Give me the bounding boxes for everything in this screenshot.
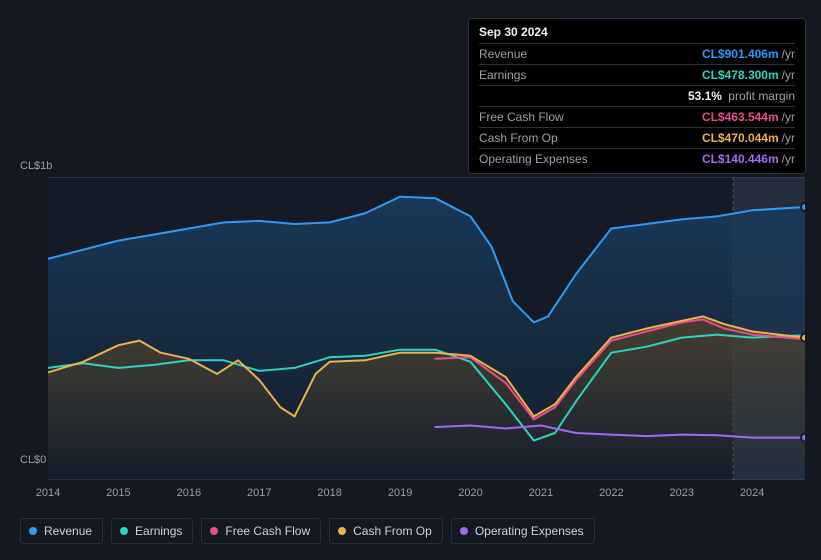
y-axis-top-label: CL$1b	[20, 160, 52, 172]
tooltip-date: Sep 30 2024	[479, 25, 795, 43]
legend-dot-icon	[210, 527, 218, 535]
legend-dot-icon	[29, 527, 37, 535]
x-tick: 2022	[599, 487, 623, 499]
tooltip-metric-unit: /yr	[782, 68, 795, 82]
legend-label: Earnings	[135, 524, 182, 538]
tooltip-row: Operating Expenses CL$140.446m/yr	[479, 148, 795, 169]
legend-label: Revenue	[44, 524, 92, 538]
tooltip-metric-value: CL$463.544m	[702, 110, 779, 124]
x-tick: 2023	[670, 487, 694, 499]
tooltip-metric-label: Cash From Op	[479, 131, 558, 145]
y-axis-bottom-label: CL$0	[20, 454, 46, 466]
tooltip-metric-label: Revenue	[479, 47, 527, 61]
tooltip-metric-value: CL$901.406m	[702, 47, 779, 61]
x-tick: 2020	[458, 487, 482, 499]
chart-tooltip: Sep 30 2024 RevenueCL$901.406m/yrEarning…	[468, 18, 806, 174]
legend-item-earnings[interactable]: Earnings	[111, 518, 193, 544]
x-tick: 2017	[247, 487, 271, 499]
x-tick: 2018	[317, 487, 341, 499]
tooltip-metric-label: Earnings	[479, 68, 526, 82]
legend-item-revenue[interactable]: Revenue	[20, 518, 103, 544]
x-tick: 2014	[36, 487, 60, 499]
tooltip-metric-unit: /yr	[782, 152, 795, 166]
x-tick: 2019	[388, 487, 412, 499]
legend-item-operating-expenses[interactable]: Operating Expenses	[451, 518, 595, 544]
x-tick: 2024	[740, 487, 764, 499]
tooltip-metric-value: CL$470.044m	[702, 131, 779, 145]
financials-chart[interactable]	[48, 177, 805, 480]
tooltip-row: Free Cash Flow CL$463.544m/yr	[479, 106, 795, 127]
tooltip-metric-value: CL$140.446m	[702, 152, 779, 166]
tooltip-metric-unit: /yr	[782, 131, 795, 145]
legend-item-free-cash-flow[interactable]: Free Cash Flow	[201, 518, 321, 544]
legend-dot-icon	[338, 527, 346, 535]
legend-label: Operating Expenses	[475, 524, 584, 538]
tooltip-row: Revenue CL$901.406m/yr	[479, 43, 795, 64]
chart-legend: Revenue Earnings Free Cash Flow Cash From O…	[20, 518, 595, 544]
tooltip-row: Earnings CL$478.300m/yr	[479, 64, 795, 85]
x-tick: 2021	[529, 487, 553, 499]
legend-item-cash-from-op[interactable]: Cash From Op	[329, 518, 443, 544]
tooltip-metric-label: Free Cash Flow	[479, 110, 564, 124]
tooltip-metric-unit: /yr	[782, 47, 795, 61]
legend-dot-icon	[460, 527, 468, 535]
tooltip-profit-margin: 53.1% profit margin	[479, 85, 795, 106]
legend-label: Free Cash Flow	[225, 524, 310, 538]
x-tick: 2016	[177, 487, 201, 499]
legend-dot-icon	[120, 527, 128, 535]
legend-label: Cash From Op	[353, 524, 432, 538]
tooltip-metric-value: CL$478.300m	[702, 68, 779, 82]
tooltip-metric-label: Operating Expenses	[479, 152, 588, 166]
tooltip-metric-unit: /yr	[782, 110, 795, 124]
x-tick: 2015	[106, 487, 130, 499]
tooltip-row: Cash From Op CL$470.044m/yr	[479, 127, 795, 148]
